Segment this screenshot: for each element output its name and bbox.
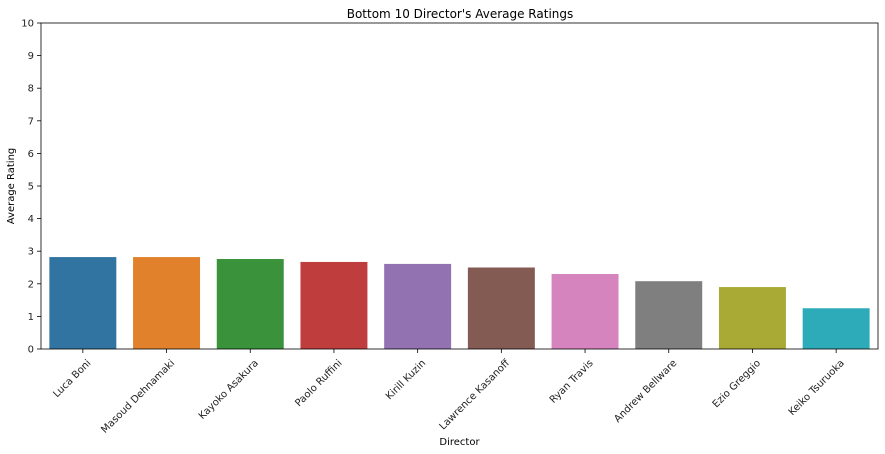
bar bbox=[802, 308, 870, 349]
bar bbox=[718, 287, 786, 349]
y-tick-label: 9 bbox=[28, 51, 34, 62]
bar bbox=[551, 274, 619, 349]
x-tick-label: Luca Boni bbox=[51, 358, 93, 400]
y-tick-label: 1 bbox=[28, 312, 34, 323]
y-tick-label: 4 bbox=[28, 214, 34, 225]
chart-title: Bottom 10 Director's Average Ratings bbox=[347, 7, 574, 21]
y-tick-label: 5 bbox=[28, 182, 34, 193]
bar bbox=[49, 257, 117, 349]
bar bbox=[216, 259, 284, 349]
y-tick-label: 7 bbox=[28, 116, 34, 127]
x-tick-label: Kayoko Asakura bbox=[197, 358, 261, 422]
y-tick-label: 0 bbox=[28, 345, 34, 356]
bars-group bbox=[49, 257, 870, 349]
bar bbox=[467, 267, 535, 349]
y-axis-ticks: 0 1 2 3 4 5 6 7 8 9 10 bbox=[21, 19, 41, 356]
x-tick-label: Kirill Kuzin bbox=[384, 358, 428, 402]
y-tick-label: 3 bbox=[28, 247, 34, 258]
y-tick-label: 8 bbox=[28, 84, 34, 95]
y-tick-label: 6 bbox=[28, 149, 34, 160]
x-tick-label: Masoud Dehnamaki bbox=[99, 358, 177, 436]
y-axis-label: Average Rating bbox=[6, 148, 17, 224]
bar bbox=[635, 281, 703, 349]
x-tick-label: Paolo Ruffini bbox=[293, 358, 344, 409]
x-tick-label: Lawrence Kasanoff bbox=[438, 357, 513, 432]
bar bbox=[384, 263, 452, 349]
x-tick-label: Ryan Travis bbox=[548, 358, 596, 406]
x-tick-label: Andrew Bellware bbox=[612, 358, 679, 425]
x-tick-label: Ezio Greggio bbox=[711, 358, 763, 410]
plot-area-frame bbox=[40, 22, 879, 350]
x-axis-label: Director bbox=[439, 437, 480, 448]
y-tick-label: 2 bbox=[28, 279, 34, 290]
x-axis-ticks: Luca Boni Masoud Dehnamaki Kayoko Asakura P… bbox=[51, 349, 847, 436]
bar bbox=[300, 261, 368, 349]
bar bbox=[133, 257, 201, 349]
y-tick-label: 10 bbox=[21, 19, 34, 30]
x-tick-label: Keiko Tsuruoka bbox=[787, 358, 847, 418]
